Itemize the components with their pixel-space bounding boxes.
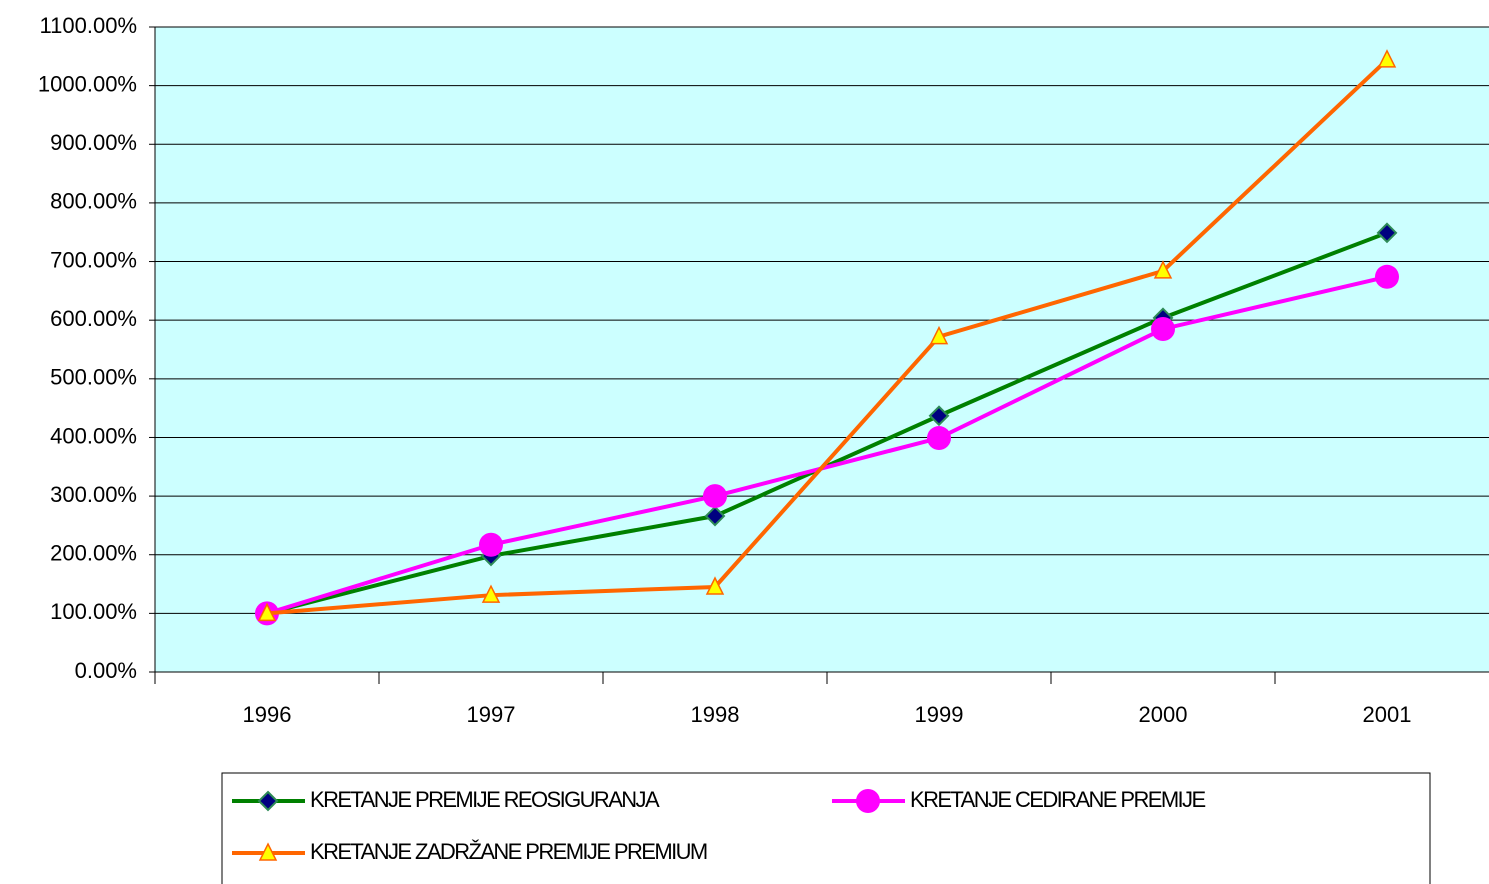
legend-label: KRETANJE PREMIJE REOSIGURANJA [310,787,660,812]
marker [856,789,880,813]
x-tick-label: 1998 [691,702,740,727]
marker [929,325,949,345]
y-tick-label: 600.00% [50,306,137,331]
y-tick-label: 0.00% [75,658,137,683]
marker [257,602,277,622]
marker [927,426,951,451]
marker [1376,222,1398,244]
y-tick-label: 300.00% [50,482,137,507]
legend-box [221,772,1431,884]
x-tick-label: 2000 [1139,702,1188,727]
x-tick-label: 1999 [915,702,964,727]
x-tick-label: 1996 [243,702,292,727]
series-line [266,58,1389,616]
marker [258,842,278,861]
y-tick-label: 400.00% [50,423,137,448]
y-tick-label: 700.00% [50,247,137,272]
marker [705,576,725,595]
marker [479,532,503,557]
marker [928,405,950,427]
marker [704,505,726,527]
marker [1151,316,1175,341]
marker [481,584,501,603]
marker [1375,264,1399,289]
y-tick-label: 900.00% [50,130,137,155]
y-tick-label: 200.00% [50,541,137,566]
y-tick-label: 1100.00% [40,13,137,38]
y-tick-label: 1000.00% [38,71,137,96]
marker [703,484,727,509]
marker [257,790,279,812]
legend-label: KRETANJE ZADRŽANE PREMIJE PREMIUM [310,839,707,864]
x-tick-label: 1997 [467,702,516,727]
y-tick-label: 100.00% [50,599,137,624]
plot-area [155,27,1489,672]
y-tick-label: 800.00% [50,189,137,214]
marker [1377,49,1397,68]
series-line [266,274,1388,616]
x-tick-label: 2001 [1363,702,1412,727]
marker [1153,260,1173,279]
y-tick-label: 500.00% [50,365,137,390]
legend-label: KRETANJE CEDIRANE PREMIJE [910,787,1205,812]
